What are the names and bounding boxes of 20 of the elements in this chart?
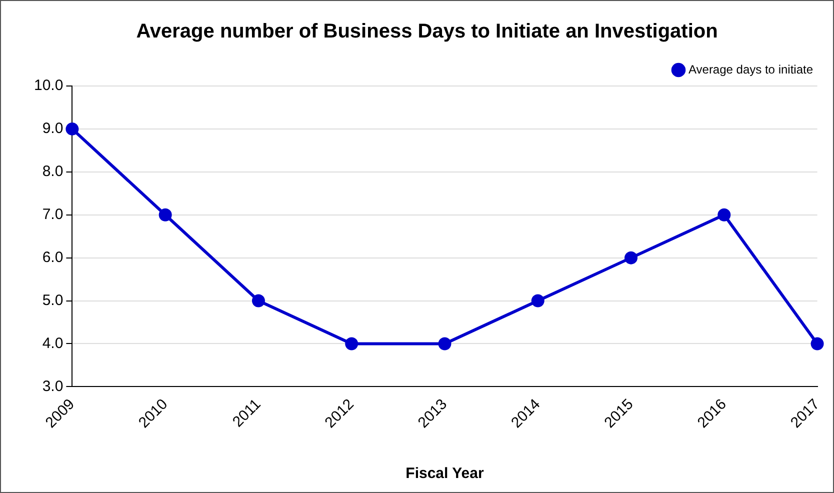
y-tick-label: 4.0 <box>42 334 64 352</box>
point <box>624 251 638 264</box>
y-tick-label: 7.0 <box>42 206 64 223</box>
point <box>158 208 172 222</box>
y-tick-label: 5.0 <box>42 292 64 309</box>
point <box>345 337 358 350</box>
point <box>66 122 79 136</box>
point <box>810 337 824 350</box>
y-tick-label: 8.0 <box>42 163 64 180</box>
y-tick-label: 10.0 <box>34 77 64 94</box>
point <box>438 337 452 350</box>
legend-label: Average days to initiate <box>688 62 814 76</box>
point <box>718 208 731 222</box>
y-tick-label: 6.0 <box>42 248 64 266</box>
point <box>252 294 265 308</box>
y-tick-label: 9.0 <box>42 120 64 138</box>
point <box>531 294 544 308</box>
x-axis-title: Fiscal Year <box>406 465 484 482</box>
chart-title: Average number of Business Days to Initiate an Investigation <box>136 20 718 43</box>
y-tick-label: 3.0 <box>42 378 64 395</box>
